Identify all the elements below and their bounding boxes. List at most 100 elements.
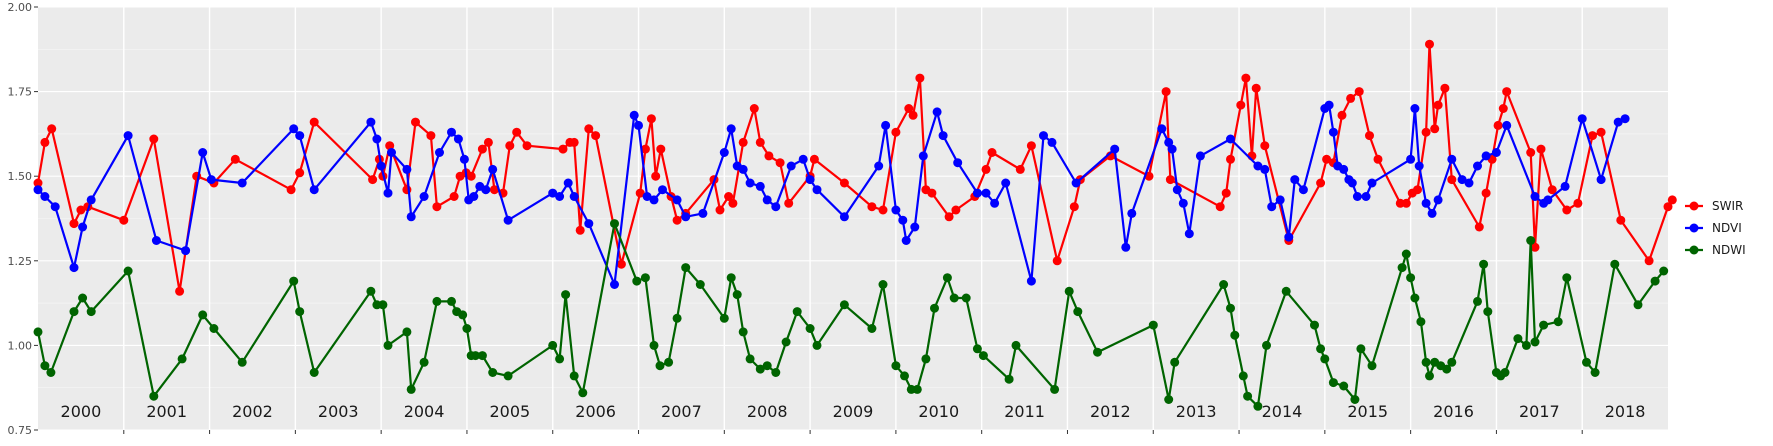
data-point-swir <box>1236 100 1246 110</box>
data-point-swir <box>512 127 522 137</box>
year-label: 2007 <box>661 402 702 421</box>
data-point-swir <box>1241 73 1251 83</box>
data-point-ndwi <box>383 340 393 350</box>
data-point-ndwi <box>921 354 931 364</box>
data-point-ndwi <box>1539 320 1549 330</box>
data-point-ndvi <box>50 202 60 212</box>
data-point-ndwi <box>69 307 79 317</box>
data-point-ndwi <box>1521 340 1531 350</box>
data-point-ndwi <box>1582 357 1591 367</box>
data-point-ndvi <box>672 195 682 205</box>
data-point-ndwi <box>1530 337 1540 347</box>
data-point-ndvi <box>453 134 463 144</box>
data-point-ndvi <box>1267 202 1277 212</box>
data-point-ndvi <box>1167 144 1177 154</box>
data-point-ndwi <box>1148 320 1158 330</box>
data-point-ndwi <box>1238 371 1248 381</box>
data-point-swir <box>385 141 395 151</box>
data-point-ndvi <box>1039 131 1048 141</box>
year-label: 2004 <box>404 402 445 421</box>
data-point-ndvi <box>237 178 247 188</box>
data-point-ndvi <box>798 154 808 164</box>
data-point-ndwi <box>1650 276 1660 286</box>
data-point-swir <box>891 127 901 137</box>
data-point-ndvi <box>1157 124 1167 134</box>
data-point-ndwi <box>1553 317 1563 327</box>
data-point-ndwi <box>1659 266 1669 276</box>
data-point-ndwi <box>912 384 922 394</box>
data-point-ndwi <box>177 354 187 364</box>
data-point-ndwi <box>1339 381 1349 391</box>
data-point-ndvi <box>1164 137 1174 147</box>
data-point-ndwi <box>1447 357 1457 367</box>
data-point-ndwi <box>432 296 442 306</box>
data-point-ndvi <box>681 212 691 222</box>
year-labels: 2000 2001 2002 2003 2004 2005 2006 2007 2008 2009… <box>61 402 1646 421</box>
legend-key-point <box>1689 201 1699 211</box>
data-point-ndvi <box>953 158 963 168</box>
data-point-ndwi <box>1633 300 1643 310</box>
data-point-swir <box>1373 154 1383 164</box>
data-point-swir <box>1365 131 1374 141</box>
data-point-swir <box>558 144 568 154</box>
data-point-swir <box>575 225 585 235</box>
data-point-ndvi <box>1127 208 1137 218</box>
data-point-swir <box>1573 198 1583 208</box>
data-point-ndwi <box>726 273 736 283</box>
year-label: 2014 <box>1262 402 1303 421</box>
data-point-ndwi <box>1406 273 1416 283</box>
data-point-ndwi <box>1562 273 1572 283</box>
data-point-ndvi <box>555 192 565 201</box>
data-point-ndwi <box>972 344 982 354</box>
data-point-ndwi <box>237 357 247 367</box>
data-point-swir <box>47 124 57 134</box>
legend-key-point <box>1689 223 1699 233</box>
data-point-swir <box>522 141 532 151</box>
data-point-ndvi <box>1481 151 1491 161</box>
data-point-swir <box>1215 202 1225 212</box>
data-point-swir <box>646 114 656 124</box>
data-point-ndwi <box>86 307 96 317</box>
data-point-ndwi <box>1410 293 1420 303</box>
data-point-ndvi <box>726 124 736 134</box>
data-point-ndvi <box>1502 120 1512 130</box>
data-point-ndvi <box>812 185 822 195</box>
data-point-ndvi <box>1464 178 1474 188</box>
y-tick-label: 0.75 <box>8 424 33 437</box>
data-point-ndwi <box>198 310 208 320</box>
data-point-ndwi <box>1610 259 1620 269</box>
series-ndvi <box>33 100 1630 289</box>
data-point-swir <box>1616 215 1626 225</box>
data-point-ndvi <box>745 178 755 188</box>
data-point-swir <box>1481 188 1491 198</box>
data-point-swir <box>1644 256 1654 266</box>
data-point-ndvi <box>1367 178 1377 188</box>
data-point-ndvi <box>1339 164 1349 174</box>
data-point-swir <box>286 185 296 195</box>
data-point-ndvi <box>40 192 50 201</box>
data-point-ndwi <box>640 273 650 283</box>
data-point-swir <box>1346 93 1356 103</box>
data-point-ndvi <box>839 212 849 222</box>
data-point-swir <box>728 198 738 208</box>
data-point-ndvi <box>771 202 781 212</box>
data-point-ndvi <box>1110 144 1120 154</box>
data-point-swir <box>477 144 487 154</box>
data-point-ndvi <box>383 188 393 198</box>
data-point-swir <box>1401 198 1411 208</box>
data-point-ndwi <box>447 296 456 306</box>
data-point-swir <box>908 110 918 120</box>
data-point-ndwi <box>900 371 909 381</box>
data-point-ndvi <box>918 151 928 161</box>
data-point-ndvi <box>309 185 319 195</box>
year-label: 2000 <box>61 402 102 421</box>
data-point-ndwi <box>732 290 742 300</box>
data-point-swir <box>775 158 785 168</box>
legend: SWIR NDVI NDWI <box>1685 199 1746 257</box>
year-label: 2008 <box>747 402 788 421</box>
data-point-ndvi <box>1298 185 1308 195</box>
data-point-ndwi <box>1328 378 1338 388</box>
data-point-ndvi <box>610 280 619 289</box>
data-point-ndwi <box>1350 395 1360 404</box>
data-point-ndvi <box>1491 148 1501 157</box>
